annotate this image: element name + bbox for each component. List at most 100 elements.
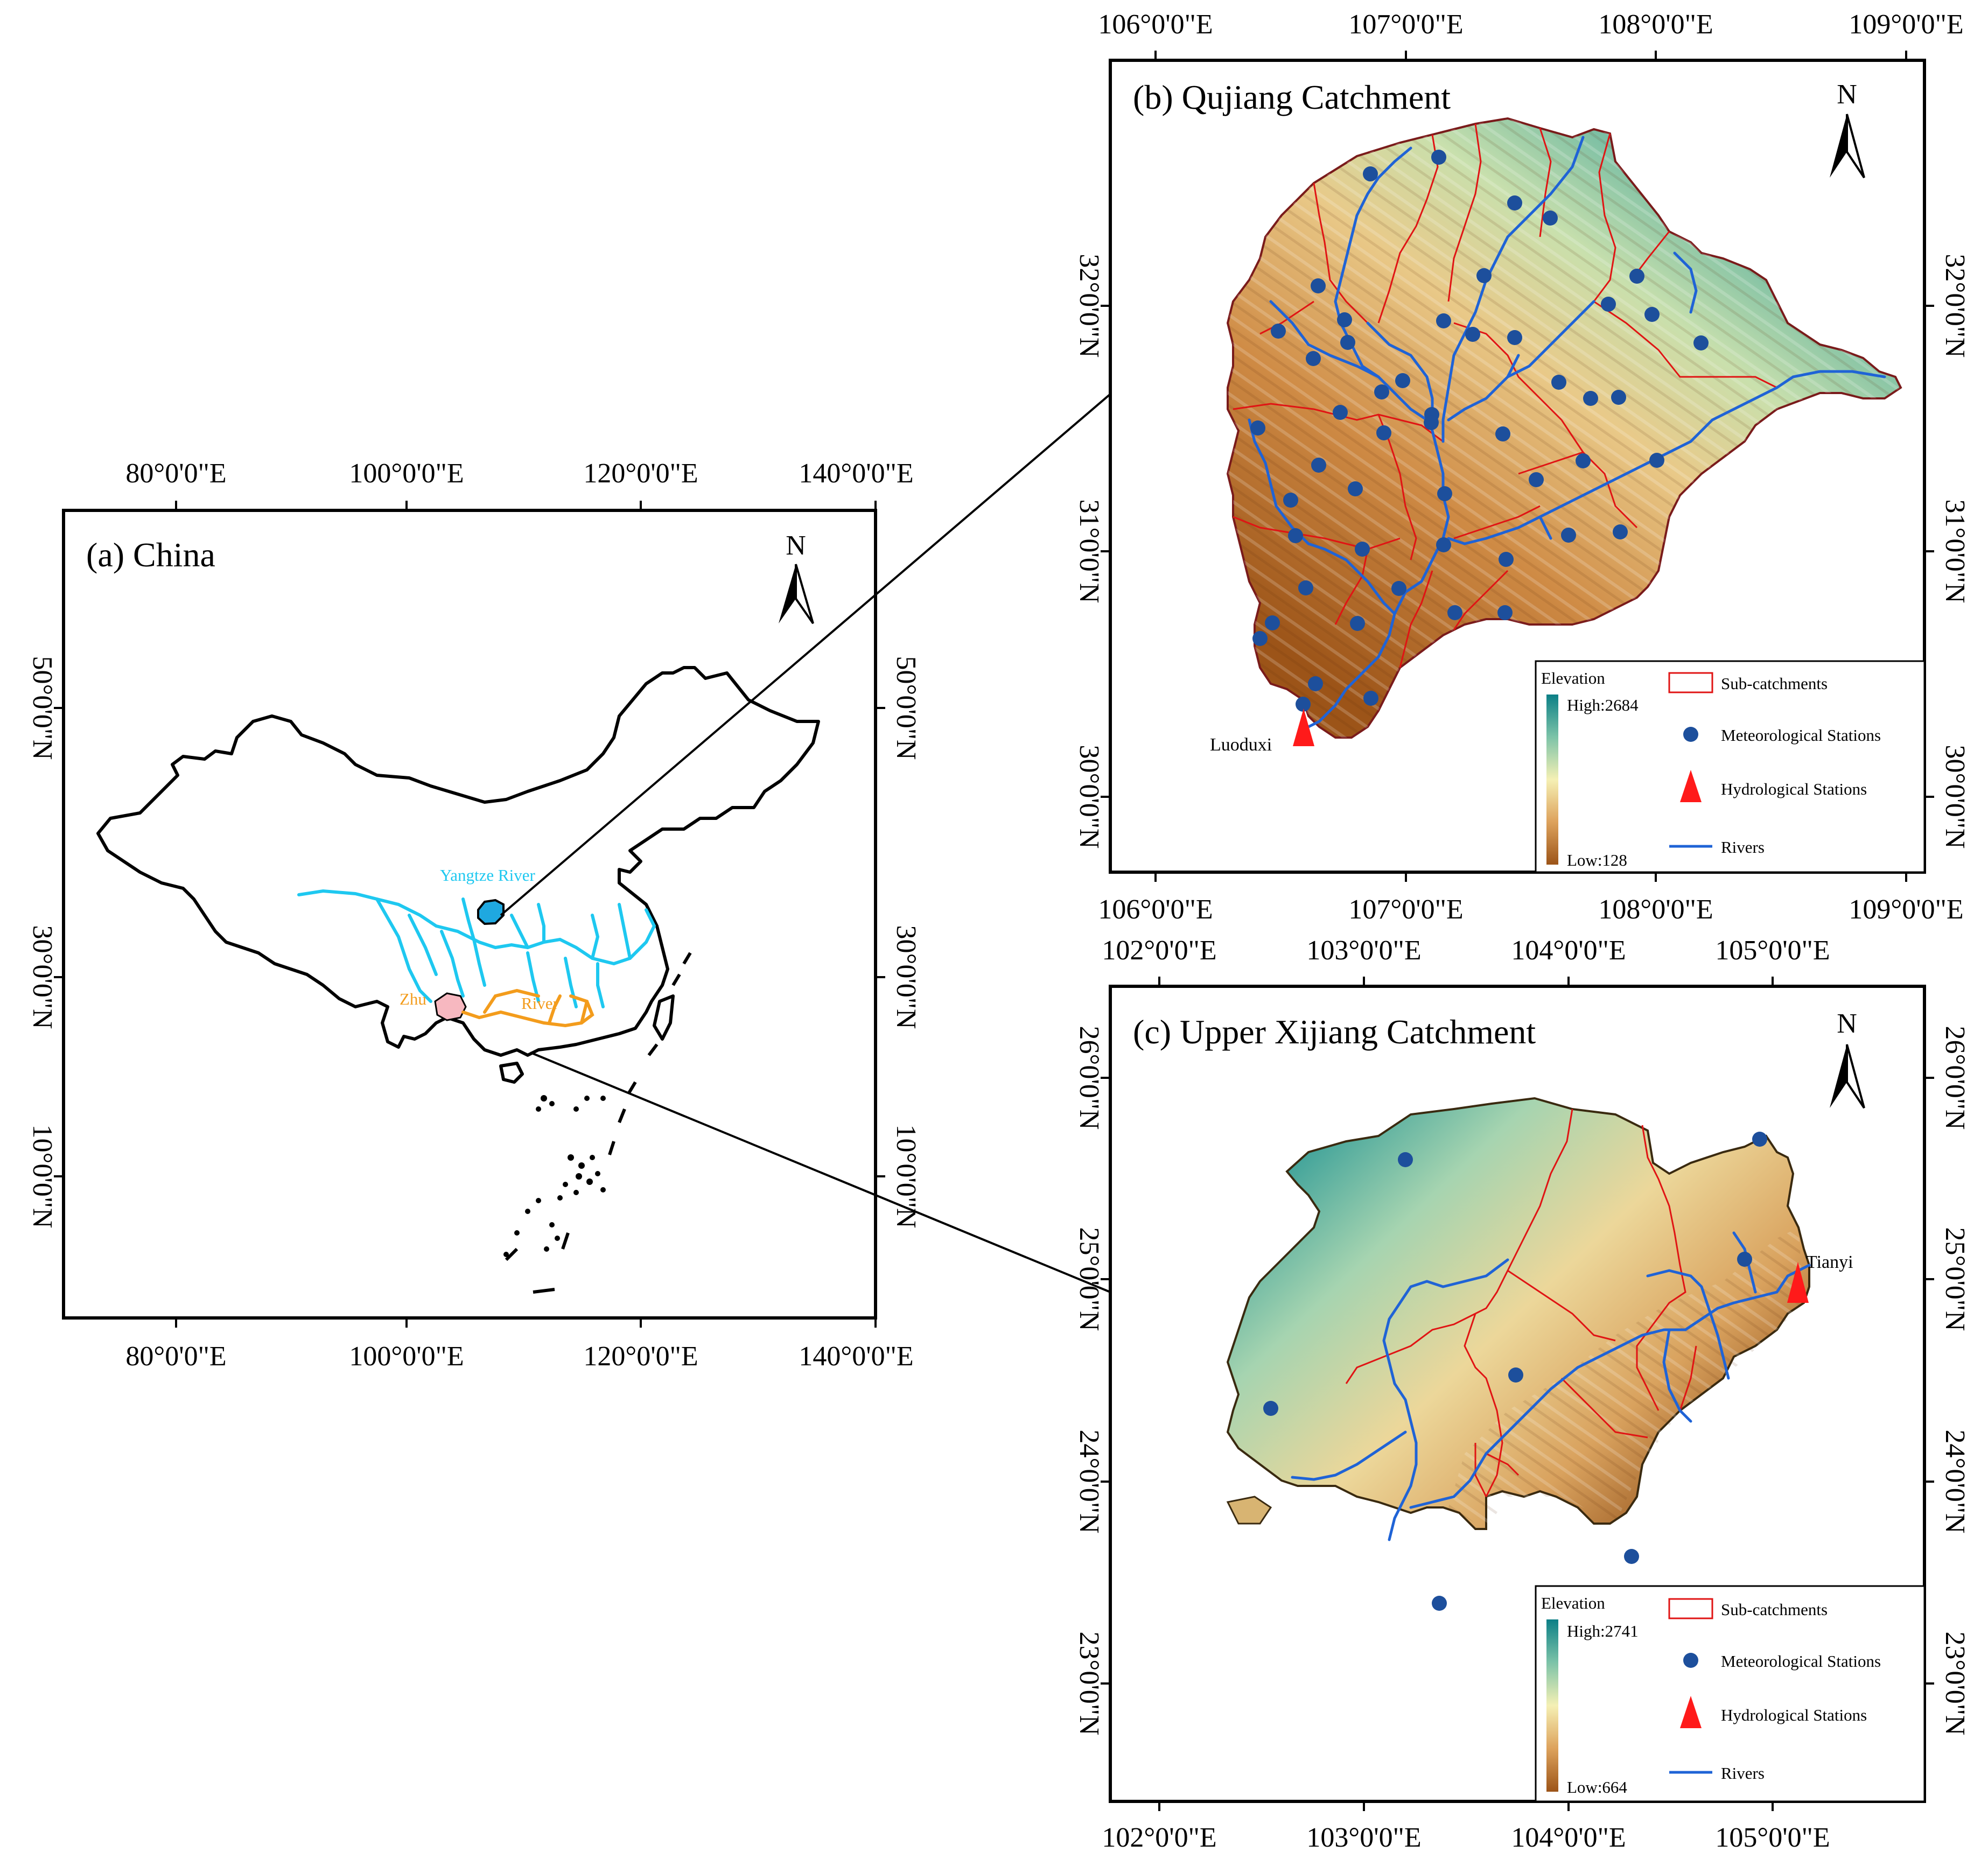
china-north-arrow-icon: N	[779, 530, 814, 625]
met-station	[1398, 1152, 1413, 1167]
island-chain-dashes	[505, 952, 692, 1294]
met-station	[1355, 542, 1370, 557]
met-station	[1350, 616, 1365, 631]
met-station	[1624, 1549, 1639, 1564]
china-x-tick-top-1: 80°0'0"E	[125, 458, 226, 489]
met-station	[1476, 268, 1492, 283]
met-station	[1561, 528, 1576, 543]
qujiang-catchment-shape	[477, 899, 505, 925]
qujiang-x-tick-top-3: 108°0'0"E	[1598, 9, 1713, 40]
south-china-sea-islands	[503, 1095, 606, 1257]
xijiang-x-tick-top-3: 104°0'0"E	[1511, 935, 1626, 966]
qujiang-met-stations	[1250, 150, 1709, 712]
met-station	[1306, 351, 1321, 366]
met-station-legend-icon	[1683, 727, 1698, 742]
china-panel-title: (a) China	[86, 536, 215, 574]
met-station	[1340, 335, 1355, 350]
xijiang-legend: Elevation High:2741 Low:664 Sub-catchmen…	[1535, 1585, 1926, 1802]
tianyi-label: Tianyi	[1806, 1252, 1853, 1272]
qujiang-ticks	[1101, 51, 1934, 882]
met-station	[1252, 631, 1268, 646]
china-x-tick-top-2: 100°0'0"E	[349, 458, 464, 489]
qujiang-north-arrow-icon: N	[1830, 79, 1865, 179]
qujiang-legend-rivers: Rivers	[1721, 838, 1765, 857]
qujiang-x-tick-top-2: 107°0'0"E	[1348, 9, 1463, 40]
xijiang-legend-high: High:2741	[1567, 1622, 1639, 1640]
met-station	[1447, 605, 1462, 620]
met-station	[1649, 453, 1664, 468]
china-y-tick-right-2: 30°0'0"N	[891, 925, 921, 1029]
zhu-river-label: River	[521, 994, 559, 1013]
china-ticks	[54, 501, 885, 1328]
xijiang-x-tick-bottom-3: 104°0'0"E	[1511, 1822, 1626, 1853]
met-station	[1395, 373, 1410, 388]
xijiang-legend-elevation-title: Elevation	[1541, 1594, 1605, 1612]
xijiang-y-tick-right-2: 25°0'0"N	[1940, 1227, 1970, 1331]
xijiang-relief-texture	[1448, 1227, 1804, 1529]
xijiang-frame	[1109, 985, 1926, 1803]
xijiang-x-tick-top-1: 102°0'0"E	[1102, 935, 1216, 966]
qujiang-legend-high: High:2684	[1567, 696, 1639, 714]
xijiang-y-tick-right-3: 24°0'0"N	[1940, 1430, 1970, 1534]
xijiang-north-label: N	[1837, 1008, 1857, 1039]
xijiang-ticks	[1101, 977, 1934, 1811]
china-x-tick-bottom-3: 120°0'0"E	[583, 1341, 698, 1372]
met-station	[1497, 605, 1513, 620]
qujiang-panel-title: (b) Qujiang Catchment	[1133, 78, 1451, 116]
qujiang-frame	[1109, 59, 1926, 874]
xijiang-panel-title: (c) Upper Xijiang Catchment	[1133, 1013, 1536, 1051]
qujiang-y-tick-left-1: 32°0'0"N	[1074, 254, 1104, 358]
qujiang-x-tick-top-1: 106°0'0"E	[1098, 9, 1213, 40]
met-station	[1263, 1401, 1278, 1416]
met-station	[1311, 278, 1326, 293]
qujiang-y-tick-right-3: 30°0'0"N	[1940, 745, 1970, 849]
connector-line-qujiang	[500, 393, 1111, 916]
qujiang-legend-elevation-title: Elevation	[1541, 669, 1605, 688]
met-station	[1436, 313, 1451, 328]
met-station	[1644, 307, 1660, 322]
yangtze-river-network	[297, 889, 656, 1008]
qujiang-legend-hydro: Hydrological Stations	[1721, 780, 1867, 798]
zhu-label: Zhu	[400, 990, 426, 1008]
china-frame	[62, 509, 877, 1320]
met-station	[1288, 528, 1303, 543]
china-north-label: N	[786, 530, 806, 561]
xijiang-x-tick-bottom-4: 105°0'0"E	[1715, 1822, 1830, 1853]
met-station	[1363, 166, 1378, 181]
xijiang-subcatchment-boundaries	[1345, 1109, 1697, 1497]
met-station	[1432, 1596, 1447, 1611]
qujiang-legend: Elevation High:2684 Low:128 Sub-catchmen…	[1535, 660, 1926, 873]
met-station	[1436, 537, 1451, 552]
met-station	[1437, 486, 1452, 501]
met-station	[1551, 375, 1566, 390]
china-y-tick-left-2: 30°0'0"N	[27, 925, 58, 1029]
met-station	[1507, 195, 1522, 211]
xijiang-legend-met: Meteorological Stations	[1721, 1652, 1881, 1671]
qujiang-y-tick-left-2: 31°0'0"N	[1074, 500, 1104, 604]
met-station	[1311, 458, 1326, 473]
china-x-tick-bottom-4: 140°0'0"E	[799, 1341, 913, 1372]
china-x-tick-top-4: 140°0'0"E	[799, 458, 913, 489]
xijiang-y-tick-left-1: 26°0'0"N	[1074, 1026, 1104, 1130]
met-station	[1265, 615, 1280, 630]
china-x-tick-bottom-1: 80°0'0"E	[125, 1341, 226, 1372]
xijiang-north-arrow-icon: N	[1830, 1008, 1865, 1109]
qujiang-relief-texture	[1228, 118, 1901, 738]
xijiang-legend-low: Low:664	[1567, 1778, 1627, 1797]
china-y-tick-left-3: 10°0'0"N	[27, 1125, 58, 1229]
china-outline	[96, 666, 820, 1057]
met-station	[1629, 269, 1644, 284]
xijiang-legend-subcatchments: Sub-catchments	[1721, 1600, 1828, 1619]
hydro-station-legend-icon	[1680, 1696, 1702, 1728]
met-station	[1250, 420, 1265, 436]
xijiang-legend-hydro: Hydrological Stations	[1721, 1706, 1867, 1724]
tianyi-hydro-station	[1787, 1262, 1809, 1303]
met-station	[1529, 472, 1544, 487]
met-station	[1363, 691, 1378, 706]
met-station	[1611, 390, 1626, 405]
qujiang-x-tick-bottom-3: 108°0'0"E	[1598, 894, 1713, 925]
luoduxi-hydro-station	[1293, 708, 1314, 746]
met-station	[1333, 405, 1348, 420]
met-station	[1508, 1367, 1523, 1383]
zhu-river-network	[434, 988, 594, 1028]
